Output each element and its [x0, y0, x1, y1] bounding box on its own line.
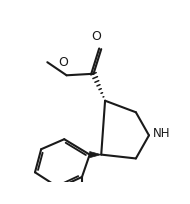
Polygon shape — [90, 152, 101, 158]
Text: O: O — [59, 56, 68, 69]
Text: O: O — [91, 30, 101, 43]
Text: NH: NH — [153, 127, 170, 140]
